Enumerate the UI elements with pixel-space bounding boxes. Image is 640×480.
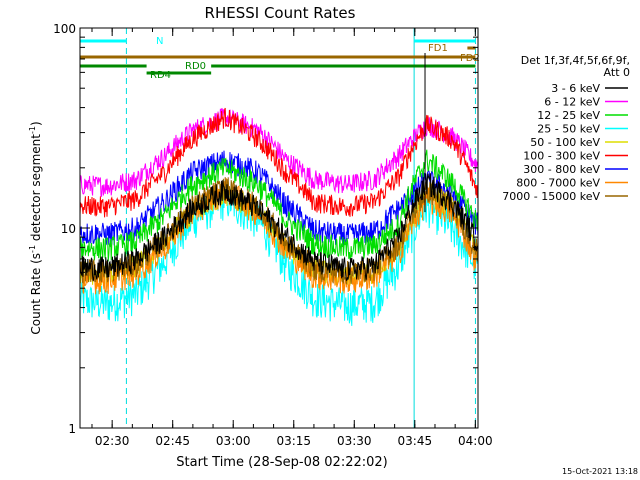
x-tick-label: 02:45 (155, 434, 190, 448)
y-tick-label: 100 (53, 22, 76, 36)
legend-label-0: 3 - 6 keV (551, 82, 600, 95)
series-line-0 (80, 173, 478, 282)
x-tick-label: 02:30 (95, 434, 130, 448)
x-tick-label: 03:00 (216, 434, 251, 448)
legend-label-2: 12 - 25 keV (537, 109, 600, 122)
series-layer (80, 52, 478, 326)
legend: Det 1f,3f,4f,5f,6f,9f, Att 0 3 - 6 keV6 … (502, 54, 630, 203)
series-line-2 (80, 149, 478, 262)
legend-label-6: 300 - 800 keV (523, 163, 600, 176)
footer-timestamp: 15-Oct-2021 13:18 (562, 467, 638, 476)
series-line-5 (80, 107, 478, 218)
x-tick-label: 04:00 (458, 434, 493, 448)
flag-label-fd2: FD2 (460, 53, 480, 64)
legend-label-8: 7000 - 15000 keV (502, 190, 600, 203)
x-tick-label: 03:45 (398, 434, 433, 448)
x-tick-label: 03:30 (337, 434, 372, 448)
legend-label-1: 6 - 12 keV (544, 96, 600, 109)
axis-ticks: 02:30 02:45 03:00 03:15 03:30 03:45 04:00 100 10… (53, 22, 493, 448)
series-line-1 (80, 108, 478, 198)
legend-label-7: 800 - 7000 keV (516, 177, 600, 190)
legend-label-3: 25 - 50 keV (537, 123, 600, 136)
series-line-6 (80, 150, 478, 248)
y-tick-label: 1 (68, 422, 76, 436)
flag-label-fd1: FD1 (428, 43, 448, 54)
flag-label-rd4: RD4 (150, 70, 171, 81)
x-tick-label: 03:15 (276, 434, 311, 448)
x-axis-label: Start Time (28-Sep-08 02:22:02) (176, 455, 387, 470)
flag-label-rd0: RD0 (185, 61, 206, 72)
legend-label-5: 100 - 300 keV (523, 150, 600, 163)
y-axis-label: Count Rate (s-1 detector segment-1) (28, 121, 43, 334)
legend-header-1: Det 1f,3f,4f,5f,6f,9f, (521, 54, 630, 67)
y-tick-label: 10 (61, 222, 76, 236)
legend-label-4: 50 - 100 keV (530, 136, 600, 149)
chart-title: RHESSI Count Rates (205, 4, 356, 22)
legend-header-2: Att 0 (604, 66, 630, 79)
flag-label-n: N (156, 36, 163, 47)
flag-bars: N FD1 FD2 RD0 RD4 (80, 28, 480, 428)
